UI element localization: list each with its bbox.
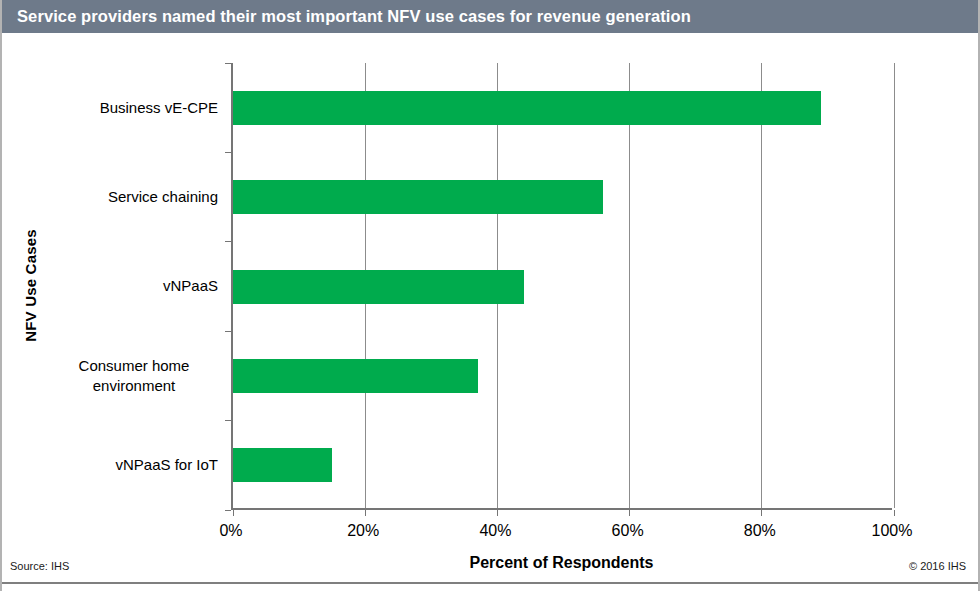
gridline: [629, 63, 630, 508]
category-label: vNPaaS for IoT: [50, 421, 218, 510]
x-axis-tick: [233, 510, 234, 516]
source-note: Source: IHS: [10, 560, 69, 572]
x-tick-label: 60%: [588, 522, 668, 540]
category-label: Consumer home environment: [50, 331, 218, 420]
bottom-rule: [0, 582, 980, 584]
gridline: [761, 63, 762, 508]
y-axis-title: NFV Use Cases: [22, 215, 39, 355]
x-axis-tick: [761, 510, 762, 516]
y-axis-tick: [225, 420, 231, 421]
x-tick-label: 100%: [852, 522, 932, 540]
bar-service-chaining: [233, 180, 603, 214]
x-tick-label: 40%: [455, 522, 535, 540]
category-label: vNPaaS: [50, 242, 218, 331]
x-axis-tick: [629, 510, 630, 516]
x-axis-title: Percent of Respondents: [231, 554, 892, 572]
y-axis-tick: [225, 152, 231, 153]
y-axis-tick: [225, 331, 231, 332]
x-tick-label: 80%: [720, 522, 800, 540]
x-axis-tick: [365, 510, 366, 516]
bar-business-ve-cpe: [233, 91, 821, 125]
bar-vnpaas: [233, 270, 524, 304]
gridline: [894, 63, 895, 508]
bar-vnpaas-for-iot: [233, 448, 332, 482]
category-label: Business vE-CPE: [50, 63, 218, 152]
y-axis-tick: [225, 241, 231, 242]
y-axis-tick: [225, 510, 231, 511]
category-label: Service chaining: [50, 152, 218, 241]
copyright-note: © 2016 IHS: [909, 560, 966, 572]
plot-area: NFV Use Cases: [231, 63, 892, 510]
x-axis-tick: [497, 510, 498, 516]
y-axis-tick: [225, 63, 231, 64]
title-bar: Service providers named their most impor…: [0, 0, 980, 33]
bar-consumer-home-environment: [233, 359, 478, 393]
x-axis-tick: [894, 510, 895, 516]
x-tick-label: 20%: [323, 522, 403, 540]
chart-title: Service providers named their most impor…: [17, 7, 691, 26]
x-tick-label: 0%: [191, 522, 271, 540]
